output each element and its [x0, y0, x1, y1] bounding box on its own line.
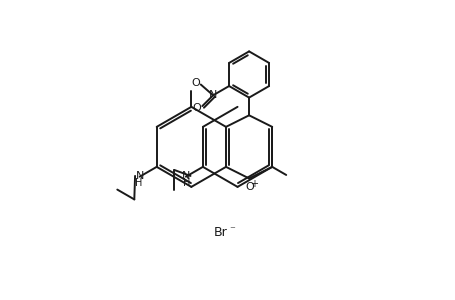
Text: O: O: [191, 78, 199, 88]
Text: H: H: [135, 178, 142, 188]
Text: N: N: [181, 171, 190, 181]
Text: O: O: [192, 103, 201, 112]
Text: O: O: [245, 182, 254, 192]
Text: N: N: [208, 89, 217, 100]
Text: N: N: [135, 171, 144, 181]
Text: +: +: [250, 179, 258, 189]
Text: ⁻: ⁻: [228, 225, 234, 235]
Text: H: H: [182, 178, 190, 188]
Text: Br: Br: [213, 226, 227, 239]
